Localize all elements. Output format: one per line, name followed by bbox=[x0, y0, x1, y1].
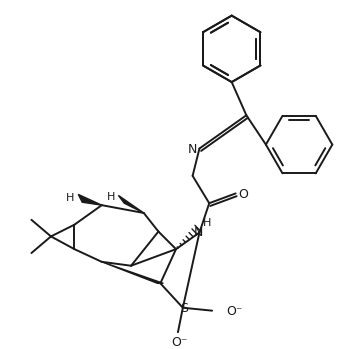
Polygon shape bbox=[78, 194, 102, 205]
Text: O⁻: O⁻ bbox=[226, 305, 243, 318]
Text: S: S bbox=[180, 302, 188, 315]
Text: N: N bbox=[188, 143, 197, 156]
Text: N: N bbox=[194, 226, 203, 239]
Text: H: H bbox=[66, 193, 75, 203]
Text: H: H bbox=[203, 218, 211, 228]
Text: H: H bbox=[107, 192, 116, 202]
Polygon shape bbox=[102, 262, 163, 283]
Polygon shape bbox=[118, 195, 144, 213]
Text: O: O bbox=[239, 188, 249, 201]
Text: O⁻: O⁻ bbox=[172, 336, 188, 349]
